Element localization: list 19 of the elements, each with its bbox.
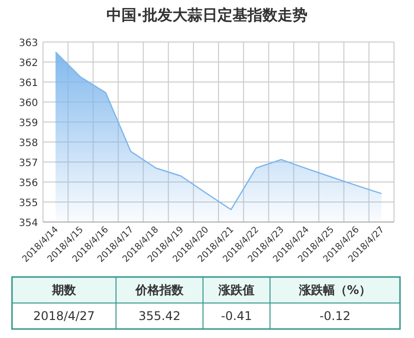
y-tick-label: 358 (18, 138, 38, 149)
text: 价格指数 (134, 283, 184, 297)
text: 期数 (51, 283, 77, 297)
y-tick-label: 356 (18, 178, 38, 189)
text: -0.12 (319, 309, 351, 323)
y-tick-label: 363 (18, 38, 38, 49)
y-tick-label: 357 (18, 158, 38, 169)
text: 2018/4/27 (33, 309, 95, 323)
y-tick-label: 354 (18, 218, 38, 229)
text: 355.42 (138, 309, 180, 323)
text: -0.41 (220, 309, 252, 323)
y-tick-label: 360 (18, 98, 38, 109)
y-tick-label: 361 (18, 78, 38, 89)
text: 涨跌幅（%） (298, 283, 372, 297)
chart-title: 中国·批发大蒜日定基指数走势 (106, 6, 308, 24)
y-tick-label: 362 (18, 58, 38, 69)
y-tick-label: 355 (18, 198, 38, 209)
text: 涨跌值 (218, 283, 254, 297)
y-tick-label: 359 (18, 118, 38, 129)
